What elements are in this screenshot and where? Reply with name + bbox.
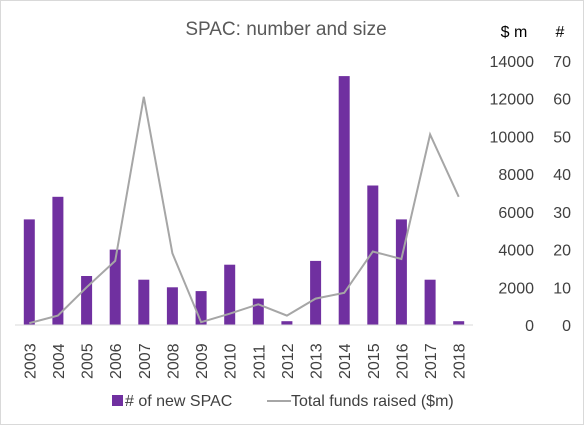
legend-label-bars: # of new SPAC <box>125 393 232 410</box>
x-tick-label: 2004 <box>51 343 68 379</box>
right-tick-label: 70 <box>553 54 571 71</box>
left-axis-unit-label: $ m <box>501 24 528 41</box>
left-axis-ticks: 0 2000 4000 6000 8000 10000 12000 14000 <box>490 54 535 335</box>
right-axis-ticks: 0 10 20 30 40 50 60 70 <box>553 54 571 335</box>
legend-label-line: Total funds raised ($m) <box>291 393 454 410</box>
bar-2012 <box>281 321 293 325</box>
left-tick-label: 4000 <box>498 243 534 260</box>
x-tick-label: 2015 <box>366 343 383 379</box>
bar-2003 <box>23 219 35 325</box>
left-tick-label: 8000 <box>498 167 534 184</box>
left-tick-label: 2000 <box>498 280 534 297</box>
x-tick-label: 2006 <box>108 343 125 379</box>
bar-2007 <box>138 279 150 325</box>
right-axis-unit-label: # <box>556 24 565 41</box>
x-tick-label: 2014 <box>337 343 354 379</box>
bar-2014 <box>338 76 350 325</box>
left-tick-label: 6000 <box>498 205 534 222</box>
right-tick-label: 20 <box>553 243 571 260</box>
left-tick-label: 0 <box>525 318 534 335</box>
bar-2006 <box>109 249 121 325</box>
bar-2015 <box>367 185 379 325</box>
bar-2017 <box>424 279 436 325</box>
bar-series <box>23 76 465 325</box>
right-tick-label: 60 <box>553 92 571 109</box>
x-tick-label: 2009 <box>194 343 211 379</box>
bar-2016 <box>395 219 407 325</box>
left-tick-label: 14000 <box>490 54 535 71</box>
bar-2004 <box>52 196 64 325</box>
x-axis-ticks: 2003 2004 2005 2006 2007 2008 2009 2010 2011 2012… <box>22 343 468 379</box>
bar-2005 <box>81 276 93 325</box>
x-tick-label: 2012 <box>280 343 297 379</box>
bar-2013 <box>310 260 322 325</box>
x-tick-label: 2007 <box>137 343 154 379</box>
bar-2008 <box>166 287 178 325</box>
x-tick-label: 2008 <box>165 343 182 379</box>
right-tick-label: 0 <box>562 318 571 335</box>
x-tick-label: 2011 <box>251 344 268 379</box>
right-tick-label: 40 <box>553 167 571 184</box>
bar-2011 <box>252 298 264 325</box>
right-tick-label: 30 <box>553 205 571 222</box>
right-tick-label: 10 <box>553 280 571 297</box>
bar-2018 <box>453 321 465 325</box>
x-tick-label: 2010 <box>223 343 240 379</box>
bar-2010 <box>224 264 236 325</box>
left-tick-label: 12000 <box>490 92 535 109</box>
x-tick-label: 2016 <box>394 343 411 379</box>
x-tick-label: 2018 <box>452 343 469 379</box>
x-tick-label: 2013 <box>309 343 326 379</box>
bar-2009 <box>195 291 207 325</box>
legend: # of new SPAC Total funds raised ($m) <box>112 393 454 410</box>
right-tick-label: 50 <box>553 129 571 146</box>
x-tick-label: 2005 <box>80 343 97 379</box>
chart-title: SPAC: number and size <box>185 19 386 40</box>
legend-swatch-bars <box>112 395 123 406</box>
line-series-total-funds <box>29 96 460 325</box>
x-tick-label: 2003 <box>22 343 39 379</box>
x-tick-label: 2017 <box>423 343 440 379</box>
left-tick-label: 10000 <box>490 129 535 146</box>
